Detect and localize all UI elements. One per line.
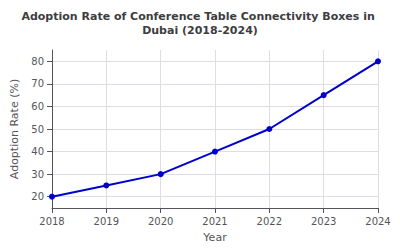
svg-text:30: 30 (31, 169, 44, 180)
svg-text:50: 50 (31, 124, 44, 135)
svg-text:40: 40 (31, 146, 44, 157)
svg-text:70: 70 (31, 78, 44, 89)
svg-text:2022: 2022 (257, 216, 282, 227)
svg-text:2021: 2021 (202, 216, 227, 227)
svg-text:Adoption Rate of Conference Ta: Adoption Rate of Conference Table Connec… (21, 10, 378, 23)
svg-text:20: 20 (31, 191, 44, 202)
svg-text:Dubai (2018-2024): Dubai (2018-2024) (142, 24, 258, 37)
svg-text:2018: 2018 (39, 216, 64, 227)
svg-text:2020: 2020 (148, 216, 173, 227)
svg-text:80: 80 (31, 56, 44, 67)
svg-text:Adoption Rate (%): Adoption Rate (%) (8, 79, 21, 179)
svg-text:60: 60 (31, 101, 44, 112)
svg-text:2023: 2023 (311, 216, 336, 227)
svg-text:Year: Year (202, 231, 227, 244)
svg-text:2024: 2024 (365, 216, 390, 227)
svg-text:2019: 2019 (94, 216, 119, 227)
